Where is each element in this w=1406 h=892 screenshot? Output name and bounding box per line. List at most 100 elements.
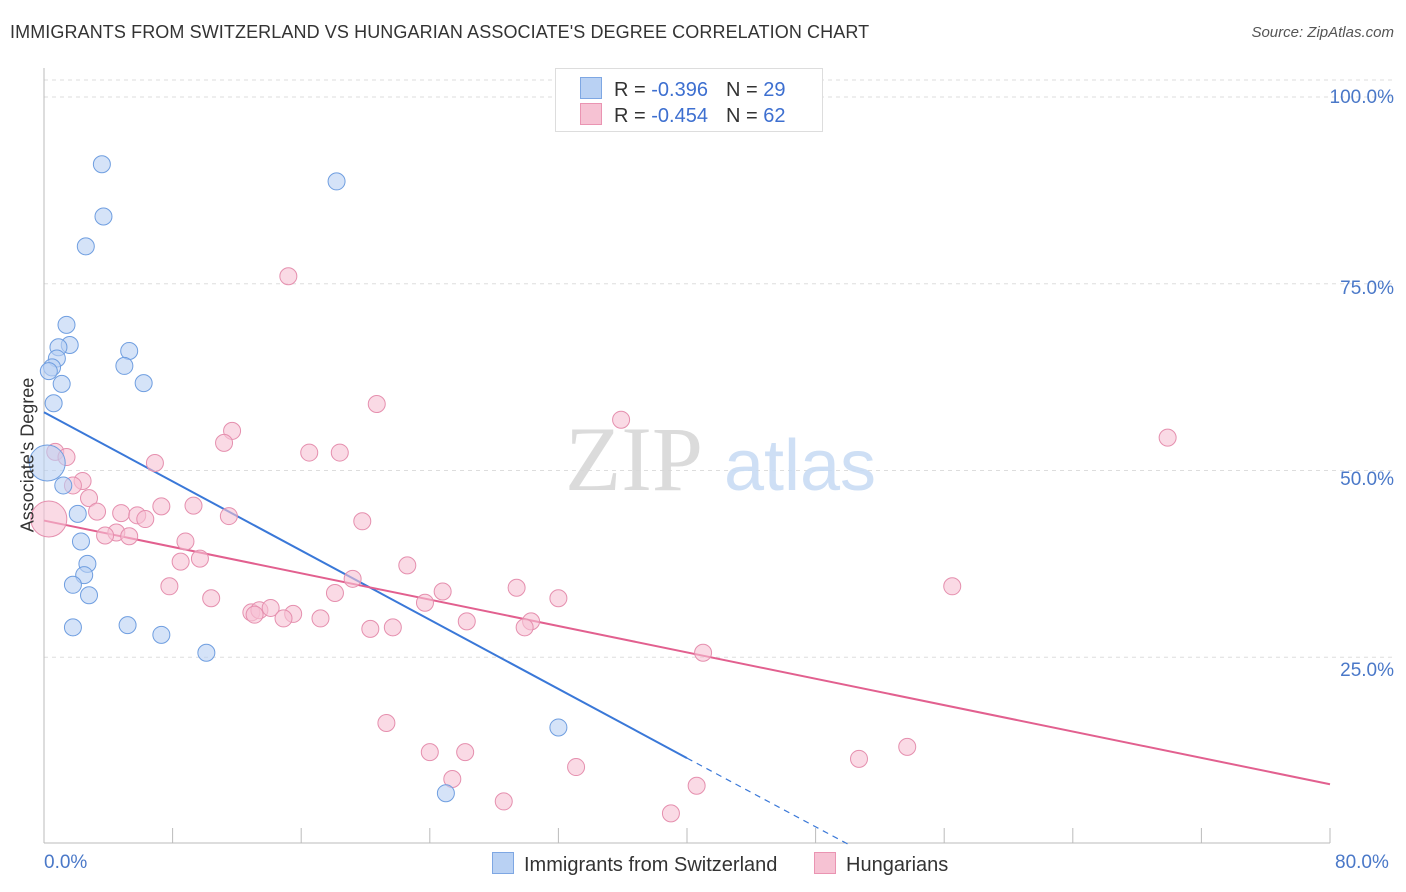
point-hungarians-31 [160, 577, 179, 596]
point-switzerland-16 [54, 476, 73, 495]
point-switzerland-11 [115, 356, 134, 375]
legend-swatch-blue [580, 77, 602, 99]
point-hungarians-15 [184, 496, 203, 515]
watermark-atlas: atlas [724, 426, 876, 506]
legend-r-value: -0.396 [651, 79, 708, 101]
point-hungarians-26 [176, 532, 195, 551]
point-hungarians-44 [274, 609, 293, 628]
point-hungarians-5 [215, 433, 234, 452]
source-label: Source: ZipAtlas.com [1251, 24, 1394, 41]
point-switzerland-27 [549, 718, 568, 737]
bottom-legend-label: Immigrants from Switzerland [524, 854, 778, 876]
point-switzerland-13 [52, 374, 71, 393]
point-hungarians-60 [687, 776, 706, 795]
point-switzerland-24 [118, 616, 137, 635]
point-hungarians-46 [457, 612, 476, 631]
bottom-legend-switzerland: Immigrants from Switzerland [492, 852, 777, 877]
trend-line-hungarians [43, 519, 1331, 786]
legend-row-switzerland: R = -0.396 N = 29 [580, 77, 785, 102]
bottom-legend-swatch-blue [492, 852, 514, 874]
point-switzerland-25 [152, 625, 171, 644]
point-hungarians-21 [353, 512, 372, 531]
point-hungarians-24 [96, 526, 115, 545]
point-hungarians-53 [420, 743, 439, 762]
point-hungarians-32 [433, 582, 452, 601]
bottom-legend-swatch-pink [814, 852, 836, 874]
point-hungarians-38 [415, 593, 434, 612]
point-switzerland-1 [94, 207, 113, 226]
bottom-legend-label: Hungarians [846, 854, 949, 876]
trend-line-switzerland-extension [686, 757, 849, 845]
data-points [28, 155, 1177, 823]
point-hungarians-41 [261, 598, 280, 617]
point-hungarians-54 [456, 743, 475, 762]
legend-swatch-pink [580, 103, 602, 125]
legend-r-value: -0.454 [651, 105, 708, 127]
point-switzerland-2 [76, 237, 95, 256]
point-hungarians-2 [612, 410, 631, 429]
point-hungarians-28 [190, 549, 209, 568]
legend-n-label: N = [725, 79, 764, 101]
y-tick-label-100: 100.0% [1329, 87, 1394, 108]
legend: R = -0.396 N = 29 R = -0.454 N = 62 [555, 68, 823, 132]
bottom-legend-hungarians: Hungarians [814, 852, 948, 877]
y-tick-label-75: 75.0% [1340, 278, 1394, 299]
point-hungarians-19 [136, 510, 155, 529]
point-switzerland-17 [68, 504, 87, 523]
point-hungarians-17 [112, 504, 131, 523]
legend-n-label: N = [725, 105, 764, 127]
point-hungarians-0 [279, 267, 298, 286]
watermark-zip: ZIP [565, 408, 703, 510]
point-hungarians-3 [1158, 428, 1177, 447]
point-hungarians-49 [361, 619, 380, 638]
point-switzerland-10 [120, 341, 139, 360]
point-hungarians-59 [494, 792, 513, 811]
point-hungarians-35 [325, 584, 344, 603]
point-hungarians-20 [219, 507, 238, 526]
point-hungarians-29 [398, 556, 417, 575]
y-tick-label-50: 50.0% [1340, 469, 1394, 490]
point-hungarians-25 [120, 527, 139, 546]
point-hungarians-56 [850, 749, 869, 768]
point-hungarians-51 [694, 643, 713, 662]
x-tick-label-max: 80.0% [1335, 852, 1389, 873]
point-switzerland-22 [80, 586, 99, 605]
point-switzerland-21 [63, 575, 82, 594]
legend-r-label: R = [614, 79, 652, 101]
point-hungarians-58 [567, 758, 586, 777]
y-axis-label: Associate's Degree [17, 377, 38, 533]
chart-title: IMMIGRANTS FROM SWITZERLAND VS HUNGARIAN… [10, 22, 870, 42]
point-hungarians-14 [152, 497, 171, 516]
point-switzerland-23 [63, 618, 82, 637]
point-hungarians-1 [367, 395, 386, 414]
legend-r-label: R = [614, 105, 652, 127]
point-switzerland-28 [436, 784, 455, 803]
watermark: ZIP atlas [565, 408, 876, 510]
point-hungarians-48 [515, 618, 534, 637]
point-hungarians-45 [311, 609, 330, 628]
point-hungarians-33 [507, 578, 526, 597]
point-hungarians-37 [202, 589, 221, 608]
y-tick-label-25: 25.0% [1340, 660, 1394, 681]
point-hungarians-34 [943, 577, 962, 596]
point-switzerland-3 [327, 172, 346, 191]
point-switzerland-26 [197, 643, 216, 662]
point-switzerland-15 [28, 444, 66, 482]
x-tick-label-min: 0.0% [44, 852, 88, 873]
point-hungarians-10 [145, 454, 164, 473]
point-switzerland-12 [134, 374, 153, 393]
point-hungarians-50 [383, 618, 402, 637]
point-hungarians-13 [80, 489, 99, 508]
point-hungarians-16 [88, 502, 107, 521]
point-hungarians-52 [377, 713, 396, 732]
point-switzerland-9 [39, 362, 58, 381]
point-hungarians-6 [300, 443, 319, 462]
point-hungarians-7 [330, 443, 349, 462]
point-switzerland-18 [71, 532, 90, 551]
point-switzerland-14 [44, 394, 63, 413]
legend-n-value: 62 [763, 105, 786, 127]
legend-n-value: 29 [763, 79, 786, 101]
grid-lines [44, 79, 1392, 658]
point-hungarians-61 [661, 804, 680, 823]
